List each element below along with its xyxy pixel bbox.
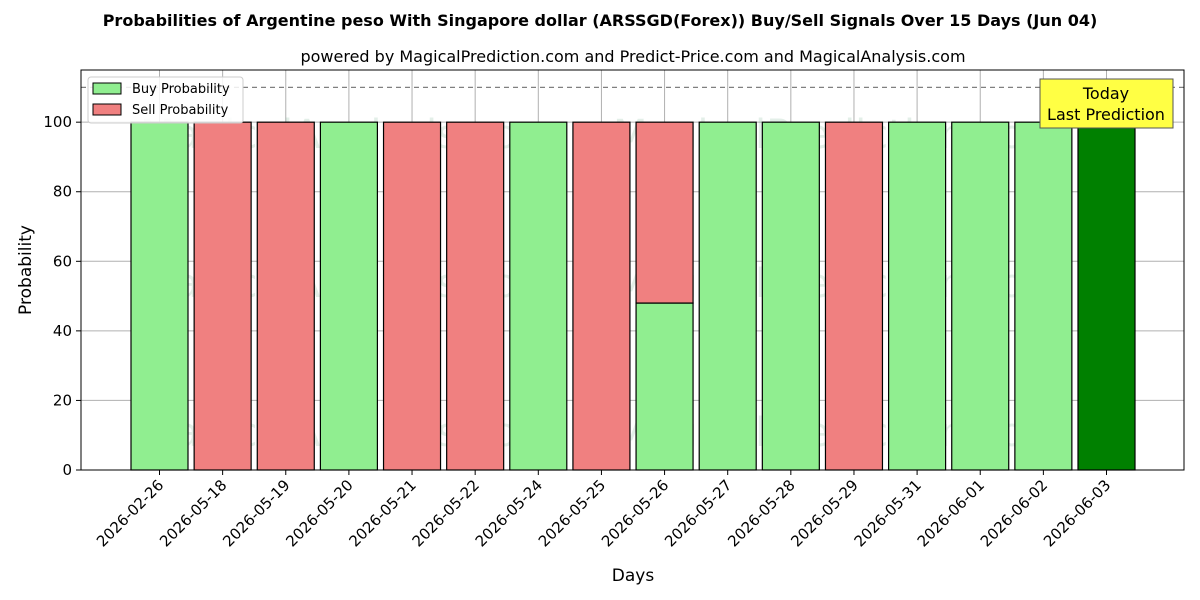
x-tick-label: 2026-05-20 — [282, 476, 356, 550]
x-tick-label: 2026-05-29 — [787, 476, 861, 550]
bar-buy — [130, 121, 189, 471]
x-tick-label: 2026-05-19 — [219, 476, 293, 550]
y-tick-label: 0 — [62, 461, 72, 479]
chart-subtitle: powered by MagicalPrediction.com and Pre… — [300, 47, 965, 66]
y-tick-label: 40 — [53, 322, 72, 340]
bar-buy — [319, 121, 378, 471]
legend-label-sell: Sell Probability — [132, 103, 229, 118]
x-tick-label: 2026-06-02 — [977, 476, 1051, 550]
bar-buy — [887, 121, 947, 471]
y-tick-label: 60 — [53, 252, 72, 270]
legend-swatch-sell — [92, 103, 122, 116]
x-tick-label: 2026-05-22 — [409, 476, 483, 550]
y-tick-label: 80 — [53, 183, 72, 201]
y-tick-label: 20 — [53, 391, 72, 409]
y-axis-ticks: 0 20 40 60 80 100 — [43, 113, 81, 479]
bar-sell — [256, 121, 315, 471]
bar-sell — [446, 121, 505, 471]
x-axis-ticks: 2026-02-262026-05-182026-05-192026-05-20… — [93, 470, 1114, 550]
bar-sell — [572, 121, 631, 471]
x-tick-label: 2026-05-21 — [345, 476, 419, 550]
annotation-line-1: Today — [1082, 84, 1129, 103]
bar-sell — [382, 121, 442, 471]
annotation-line-2: Last Prediction — [1047, 105, 1165, 124]
x-tick-label: 2026-05-28 — [724, 476, 798, 550]
legend: Buy Probability Sell Probability — [87, 76, 244, 124]
x-tick-label: 2026-05-24 — [472, 476, 546, 550]
chart-title: Probabilities of Argentine peso With Sin… — [103, 11, 1098, 30]
x-tick-label: 2026-05-31 — [851, 476, 925, 550]
x-tick-label: 2026-06-03 — [1040, 476, 1114, 550]
x-axis-label: Days — [612, 566, 655, 586]
x-tick-label: 2026-02-26 — [93, 476, 167, 550]
annotation-box — [1039, 78, 1174, 129]
bar-buy — [761, 121, 820, 471]
x-tick-label: 2026-05-25 — [535, 476, 609, 550]
today-annotation: Today Last Prediction — [1039, 78, 1174, 129]
legend-label-buy: Buy Probability — [132, 82, 230, 97]
bar-sell — [635, 121, 694, 304]
x-tick-label: 2026-05-27 — [661, 476, 735, 550]
legend-swatch-buy — [92, 82, 122, 95]
plot-frame — [80, 69, 1185, 471]
x-tick-label: 2026-06-01 — [914, 476, 988, 550]
bar-buy — [1014, 121, 1073, 471]
bar-sell — [824, 121, 884, 471]
x-tick-label: 2026-05-26 — [598, 476, 672, 550]
bar-buy — [1077, 121, 1136, 471]
bar-buy — [951, 121, 1010, 471]
legend-box — [87, 76, 244, 124]
bar-buy — [698, 121, 757, 471]
y-tick-label: 100 — [43, 113, 72, 131]
bars — [130, 121, 1136, 471]
bar-buy — [635, 302, 694, 471]
x-tick-label: 2026-05-18 — [156, 476, 230, 550]
bar-buy — [509, 121, 568, 471]
bar-sell — [193, 121, 252, 471]
y-axis-label: Probability — [16, 225, 36, 315]
